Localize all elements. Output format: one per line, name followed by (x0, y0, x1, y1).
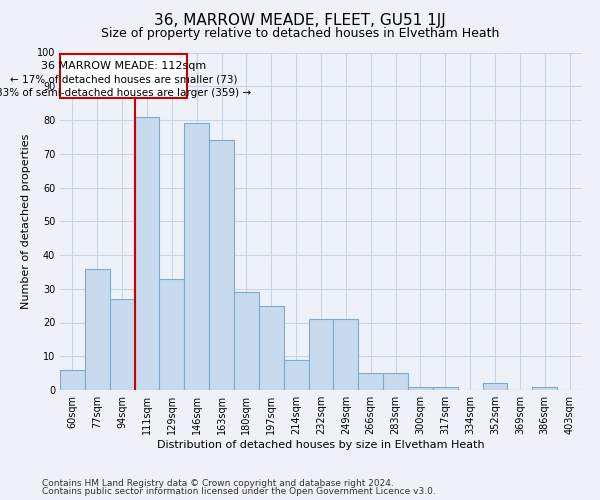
Bar (160, 278, 184, 390)
Text: Size of property relative to detached houses in Elvetham Heath: Size of property relative to detached ho… (101, 28, 499, 40)
Bar (433, 386, 458, 390)
Bar (259, 306, 284, 390)
Text: Contains HM Land Registry data © Crown copyright and database right 2024.: Contains HM Land Registry data © Crown c… (42, 478, 394, 488)
Bar (184, 124, 209, 390)
Text: Contains public sector information licensed under the Open Government Licence v3: Contains public sector information licen… (42, 487, 436, 496)
Y-axis label: Number of detached properties: Number of detached properties (21, 134, 31, 309)
X-axis label: Distribution of detached houses by size in Elvetham Heath: Distribution of detached houses by size … (157, 440, 485, 450)
Text: 36 MARROW MEADE: 112sqm: 36 MARROW MEADE: 112sqm (41, 61, 206, 71)
Bar (110, 299, 134, 390)
Bar (334, 319, 358, 390)
Bar (85, 268, 110, 390)
Bar (284, 360, 308, 390)
Bar (408, 386, 433, 390)
Bar (308, 319, 334, 390)
Bar (209, 140, 234, 390)
Bar (234, 292, 259, 390)
Bar (482, 383, 508, 390)
FancyBboxPatch shape (60, 54, 187, 98)
Bar (60, 370, 85, 390)
Bar (358, 373, 383, 390)
Bar (532, 386, 557, 390)
Text: ← 17% of detached houses are smaller (73): ← 17% of detached houses are smaller (73… (10, 74, 237, 85)
Text: 83% of semi-detached houses are larger (359) →: 83% of semi-detached houses are larger (… (0, 88, 251, 98)
Text: 36, MARROW MEADE, FLEET, GU51 1JJ: 36, MARROW MEADE, FLEET, GU51 1JJ (154, 12, 446, 28)
Bar (134, 116, 160, 390)
Bar (383, 373, 408, 390)
